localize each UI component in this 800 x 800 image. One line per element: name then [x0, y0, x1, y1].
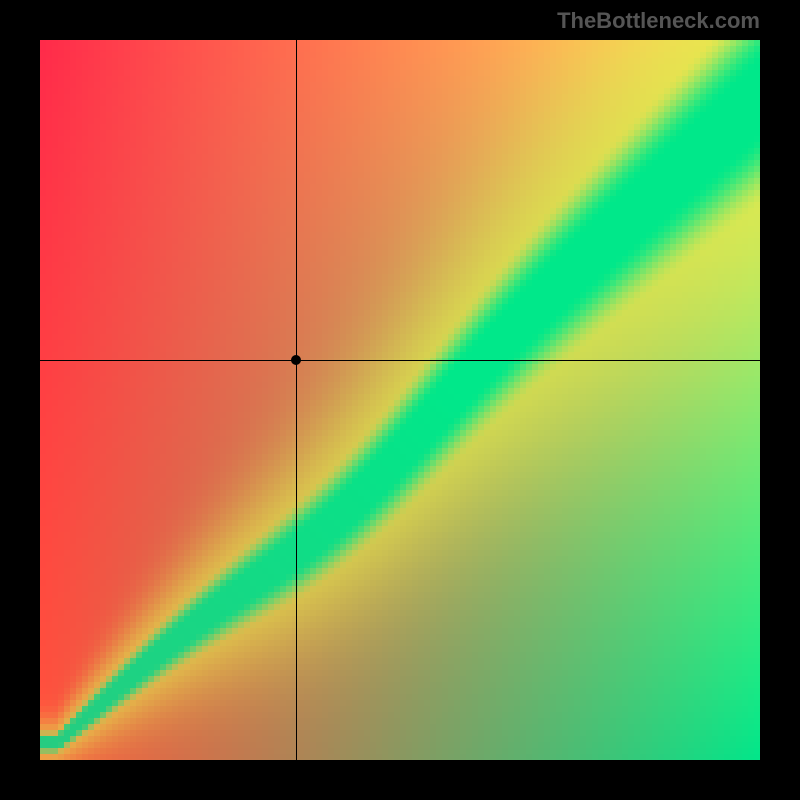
heatmap-canvas	[40, 40, 760, 760]
crosshair-horizontal	[40, 360, 760, 361]
crosshair-marker[interactable]	[291, 355, 301, 365]
crosshair-vertical	[296, 40, 297, 760]
watermark: TheBottleneck.com	[557, 8, 760, 34]
plot-area	[40, 40, 760, 760]
